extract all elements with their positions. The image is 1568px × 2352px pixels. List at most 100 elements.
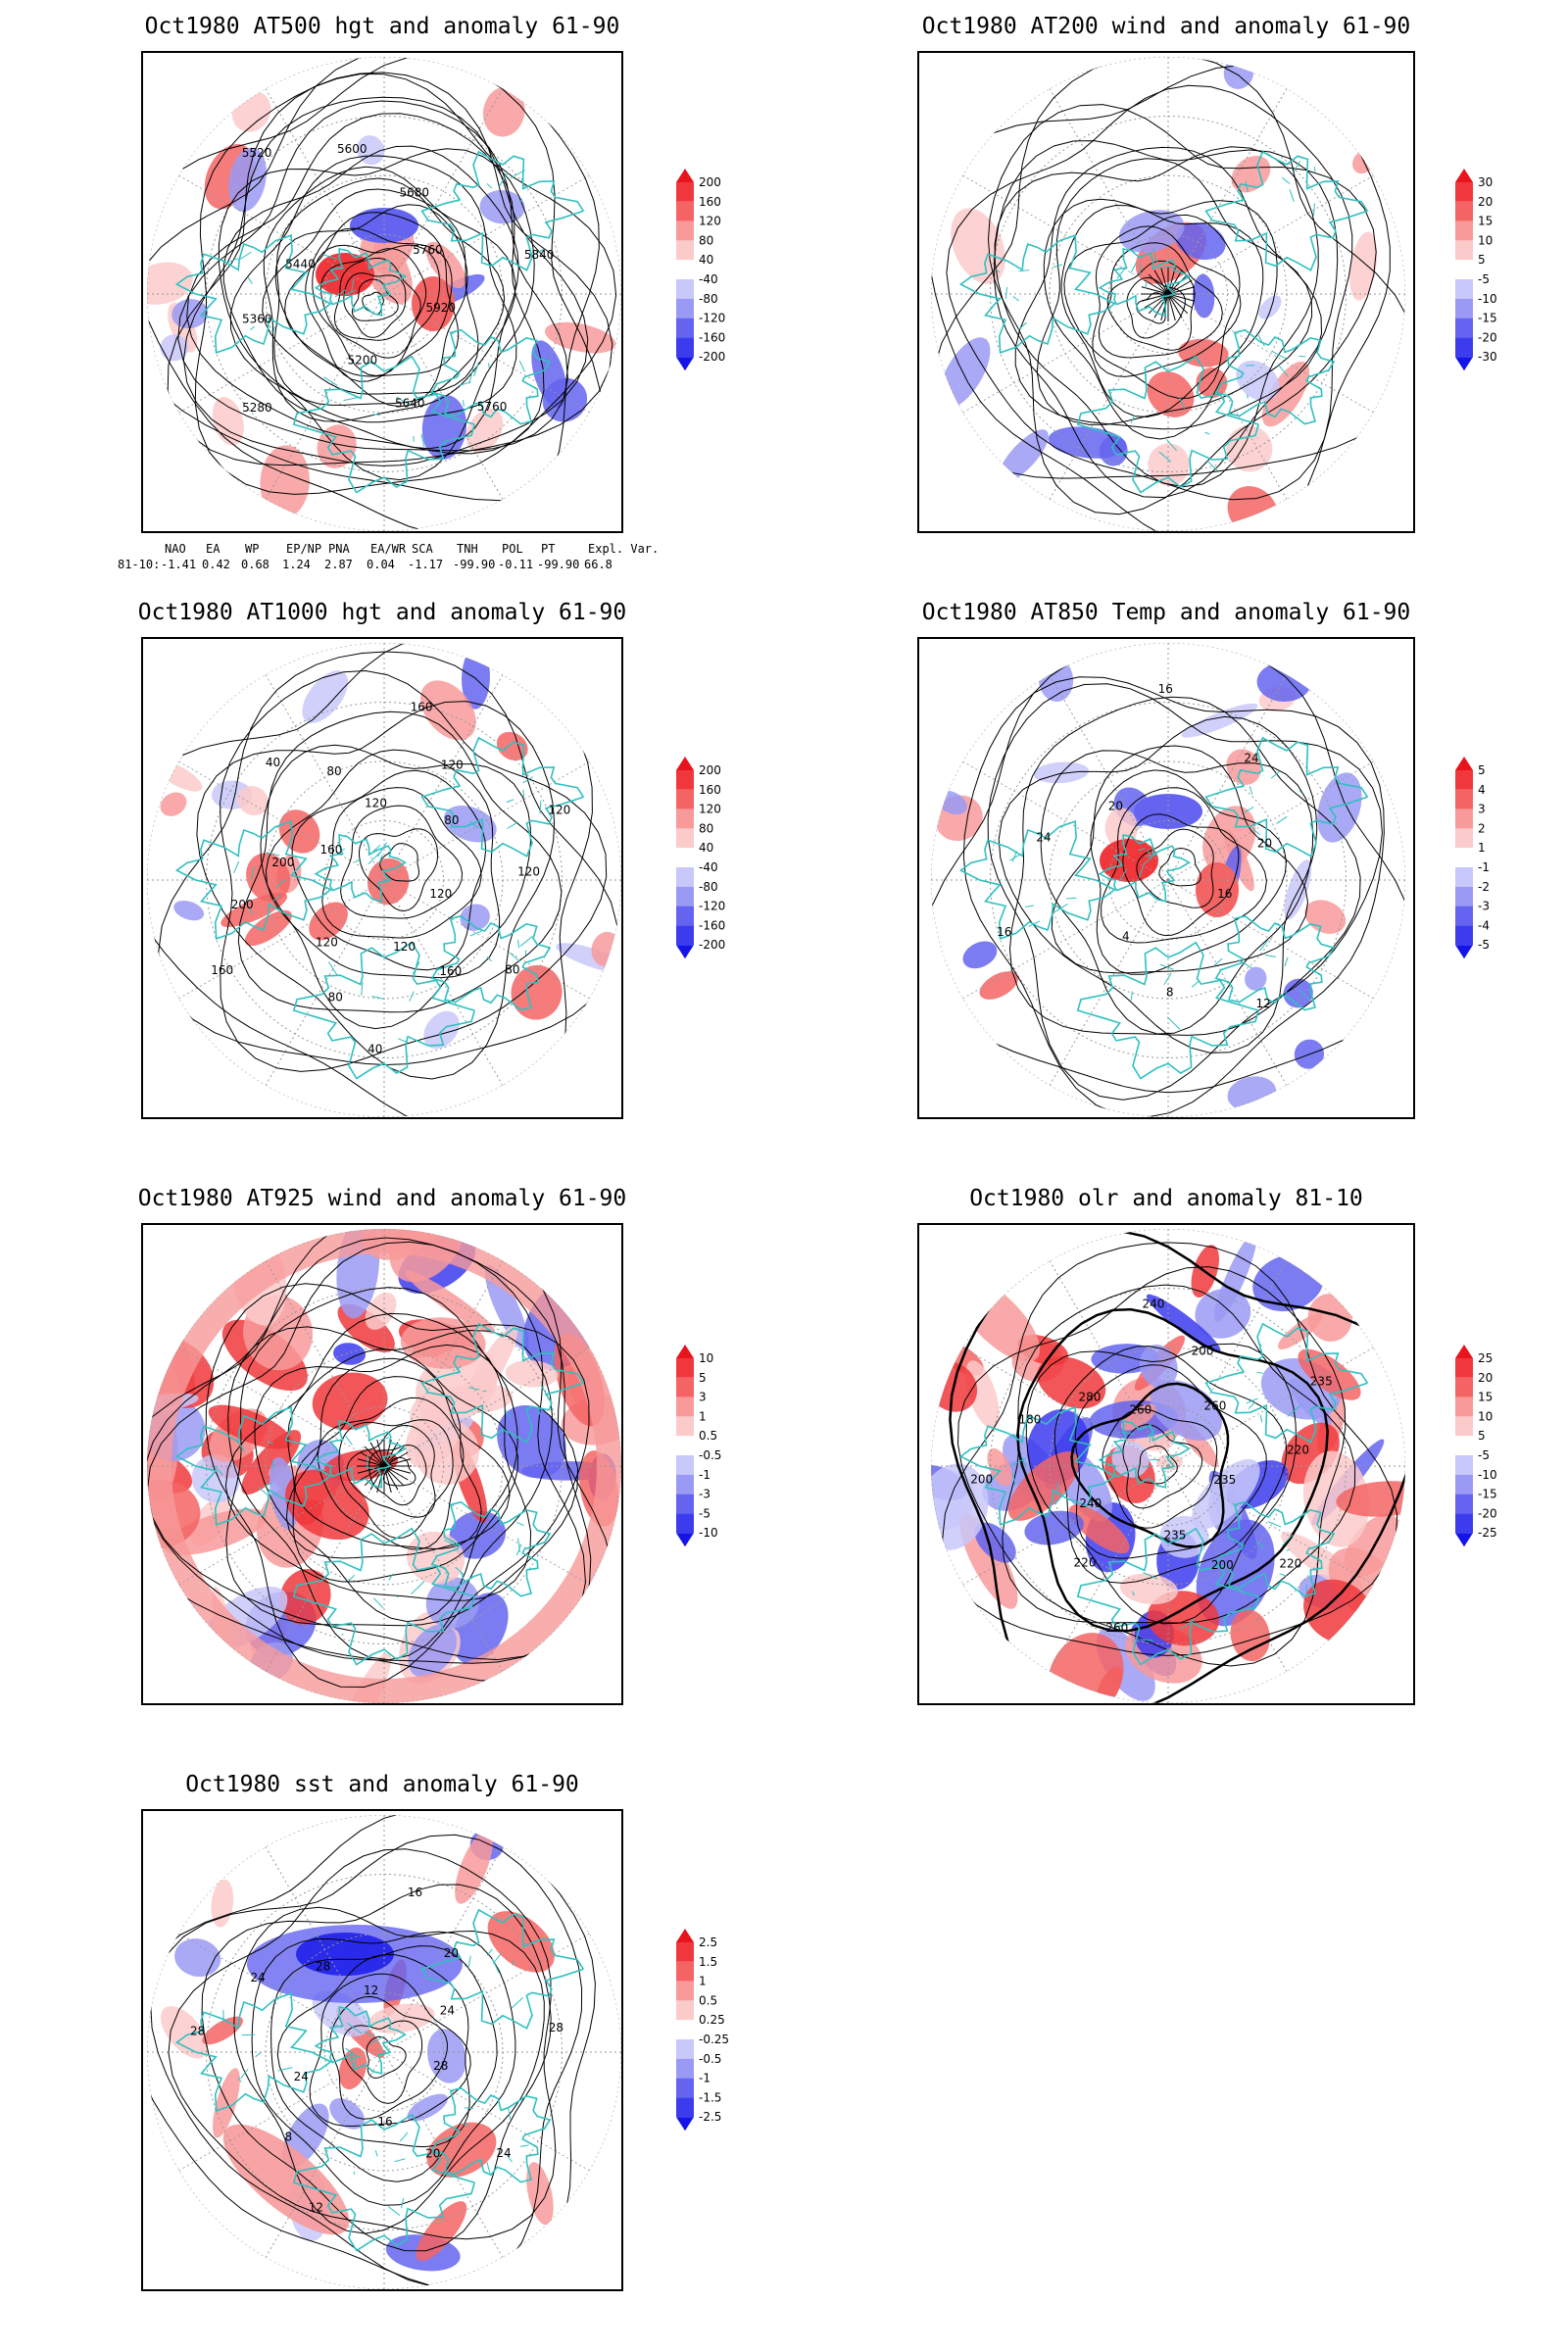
border-line xyxy=(1149,1432,1152,1444)
anomaly-blob xyxy=(191,1454,240,1503)
colorbar-segment xyxy=(1455,1358,1473,1378)
panel-at1000: Oct1980 AT1000 hgt and anomaly 61-90 120… xyxy=(137,600,627,1119)
border-line xyxy=(1282,1534,1294,1546)
border-line xyxy=(372,845,381,853)
border-line xyxy=(361,981,364,996)
colorbar-segment xyxy=(676,925,694,946)
coastlines xyxy=(174,1322,585,1666)
border-line xyxy=(420,433,425,448)
border-line xyxy=(341,1633,344,1636)
contour-line xyxy=(1054,1346,1288,1584)
anomaly-blob xyxy=(1146,1294,1221,1352)
colorbar-segment xyxy=(1455,1396,1473,1417)
anomaly-blob xyxy=(425,1577,480,1629)
contour-line xyxy=(270,1945,498,2182)
contour-label: 16 xyxy=(1158,682,1173,696)
border-line xyxy=(1012,1472,1016,1486)
map-svg: 120 80 160 120 40 80 120 160 200 200 160 40 80 120 160… xyxy=(147,643,621,1117)
meridian xyxy=(265,2051,385,2258)
border-line xyxy=(1116,268,1126,279)
border-line xyxy=(1256,1371,1264,1374)
contour-label: 40 xyxy=(368,1042,382,1055)
anomaly-blob xyxy=(1213,1233,1257,1322)
map-frame: 120 80 160 120 40 80 120 160 200 200 160 40 80 120 160… xyxy=(141,637,623,1119)
map-svg: 16 12 8 4 16 24 20 16 24 20 xyxy=(931,643,1405,1117)
contour-label: 160 xyxy=(411,700,433,713)
border-line xyxy=(1247,394,1249,399)
contour-label: 80 xyxy=(328,990,343,1004)
colorbar-label: 5 xyxy=(1478,253,1486,267)
colorbar-label: -200 xyxy=(699,938,725,952)
border-line xyxy=(1298,790,1303,795)
streamline xyxy=(357,1465,385,1474)
colorbar-arrow-top xyxy=(1455,169,1473,182)
border-line xyxy=(372,1597,384,1609)
colorbar-segment xyxy=(676,770,694,790)
index-value: -1.41 xyxy=(161,558,197,571)
colorbar-label: 25 xyxy=(1478,1351,1493,1365)
anomaly-blob xyxy=(1191,1458,1260,1530)
colorbar-segment xyxy=(676,789,694,809)
colorbar-arrow-top xyxy=(676,1345,694,1358)
border-line xyxy=(396,396,411,406)
anomaly-blob xyxy=(408,1624,457,1678)
coastline xyxy=(1204,1322,1369,1444)
colorbar-arrow-top xyxy=(1455,1345,1473,1358)
border-line xyxy=(1055,1481,1059,1495)
contour-line xyxy=(1122,813,1240,937)
border-line xyxy=(1147,849,1152,859)
border-line xyxy=(522,789,525,798)
colorbar-label: 10 xyxy=(699,1351,713,1365)
contour-line xyxy=(319,248,427,359)
panel-title: Oct1980 AT500 hgt and anomaly 61-90 xyxy=(144,14,620,39)
anomaly-blob xyxy=(460,904,490,931)
anomaly-blob xyxy=(161,2006,209,2059)
streamline xyxy=(382,1456,416,1487)
colorbar-segment xyxy=(676,279,694,299)
colorbar-segment xyxy=(676,1513,694,1534)
colorbar-segment xyxy=(676,2058,694,2079)
contour-label: 24 xyxy=(440,2004,455,2018)
streamline xyxy=(383,1465,405,1487)
contour-line xyxy=(263,166,516,422)
colorbar-segment xyxy=(676,2039,694,2059)
anomaly-blob xyxy=(1181,703,1258,738)
colorbar-segment xyxy=(676,1358,694,1378)
map-frame xyxy=(141,1223,623,1705)
coastline xyxy=(1214,1500,1336,1597)
meridian xyxy=(383,1933,590,2053)
contour-label: 5760 xyxy=(413,243,443,257)
colorbar-label: -2 xyxy=(1478,880,1490,894)
border-line xyxy=(1145,854,1157,857)
anomaly-blob xyxy=(329,2098,365,2130)
anomaly-blob xyxy=(1038,658,1074,702)
coastline xyxy=(292,1527,475,1666)
streamline xyxy=(360,1451,385,1467)
border-line xyxy=(1246,1397,1258,1404)
colorbar-svg: 200 160 120 80 40 -40 -80 -120 -160 -200 xyxy=(676,757,725,959)
border-line xyxy=(343,397,358,402)
border-line xyxy=(226,258,239,264)
anomaly-blob xyxy=(1236,360,1280,401)
streamline xyxy=(294,1376,482,1550)
contour-line xyxy=(201,1884,552,2252)
map-content xyxy=(147,1229,621,1703)
colorbar-label: 160 xyxy=(699,195,721,209)
streamline xyxy=(1167,293,1189,315)
panel-at200: Oct1980 AT200 wind and anomaly 61-90 xyxy=(911,14,1421,533)
coastlines xyxy=(174,150,585,494)
meridian xyxy=(1167,760,1374,881)
border-line xyxy=(1163,972,1172,986)
colorbar-arrow-bottom xyxy=(676,1533,694,1547)
contour-label: 235 xyxy=(1310,1375,1333,1389)
map-content xyxy=(147,57,621,531)
contour-line xyxy=(237,710,563,1013)
anomaly-blob xyxy=(998,429,1049,483)
border-line xyxy=(258,1487,270,1496)
streamline xyxy=(285,1357,511,1559)
colorbar-label: 5 xyxy=(699,1371,707,1385)
contour-line xyxy=(1136,828,1214,908)
meridian xyxy=(1167,1465,1288,1672)
map-svg: 235 220 200 235 260 220 240 200 180 280 260 240 200 2… xyxy=(931,1229,1405,1703)
contour-label: 200 xyxy=(271,856,294,869)
